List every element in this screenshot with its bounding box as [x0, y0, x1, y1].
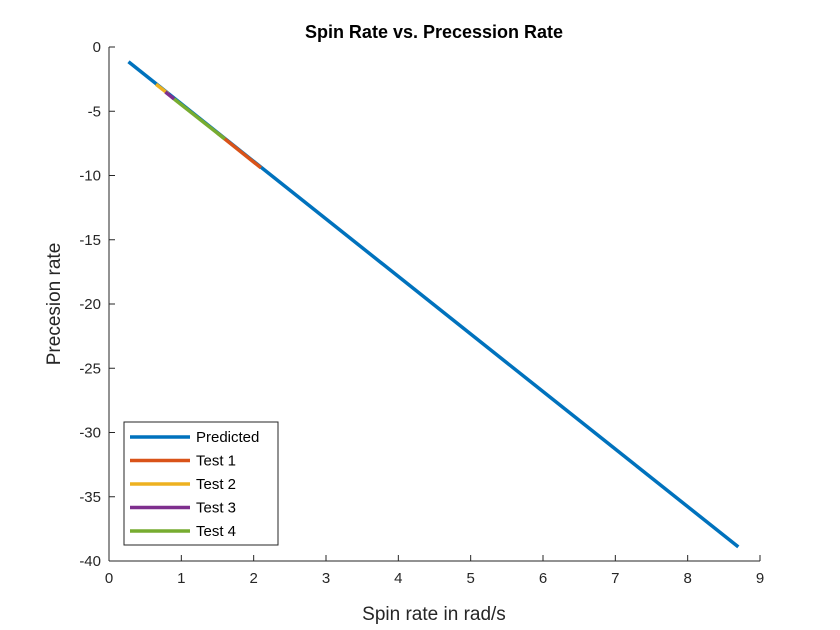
x-tick-label: 9 [756, 570, 764, 587]
legend-label: Predicted [196, 429, 259, 446]
legend-label: Test 2 [196, 476, 236, 493]
y-tick-label: 0 [93, 39, 101, 56]
x-tick-label: 2 [249, 570, 257, 587]
legend-label: Test 1 [196, 453, 236, 470]
x-tick-label: 0 [105, 570, 113, 587]
x-ticks: 0 1 2 3 4 5 6 7 8 9 [105, 555, 764, 587]
x-tick-label: 7 [611, 570, 619, 587]
series-line-test-3 [164, 90, 176, 101]
legend-label: Test 4 [196, 523, 236, 540]
legend: Predicted Test 1 Test 2 Test 3 Test 4 [123, 421, 279, 546]
y-ticks: 0 -5 -10 -15 -20 -25 -30 -35 -40 [79, 39, 115, 570]
series-layer [127, 60, 740, 549]
x-tick-label: 1 [177, 570, 185, 587]
y-tick-label: -35 [79, 489, 101, 506]
y-tick-label: -20 [79, 296, 101, 313]
chart-title: Spin Rate vs. Precession Rate [305, 22, 563, 42]
x-axis-label: Spin rate in rad/s [362, 604, 506, 625]
x-tick-label: 4 [394, 570, 402, 587]
x-tick-label: 3 [322, 570, 330, 587]
y-tick-label: -10 [79, 168, 101, 185]
y-tick-label: -30 [79, 425, 101, 442]
x-tick-label: 5 [466, 570, 474, 587]
y-tick-label: -15 [79, 232, 101, 249]
y-tick-label: -25 [79, 360, 101, 377]
legend-label: Test 3 [196, 500, 236, 517]
y-tick-label: -5 [88, 103, 101, 120]
series-line-test-4 [173, 97, 226, 141]
y-tick-label: -40 [79, 553, 101, 570]
series-line-test-1 [216, 131, 262, 170]
x-tick-label: 6 [539, 570, 547, 587]
y-axis-label: Precesion rate [44, 243, 65, 366]
x-tick-label: 8 [683, 570, 691, 587]
